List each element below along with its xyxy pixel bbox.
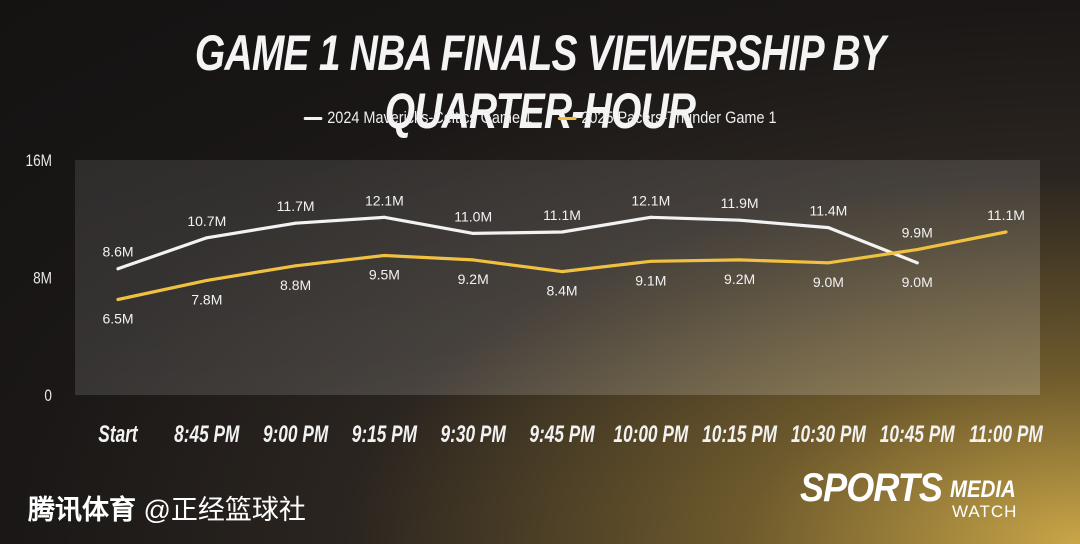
x-tick-label: 10:30 PM	[791, 421, 866, 447]
data-label: 11.4M	[809, 203, 847, 219]
data-point	[738, 258, 742, 262]
x-tick-label: 9:00 PM	[263, 421, 329, 447]
data-label: 9.0M	[902, 274, 933, 290]
data-point	[205, 236, 209, 240]
y-tick-label: 16M	[26, 152, 52, 171]
data-label: 9.2M	[724, 271, 755, 287]
data-point	[471, 231, 475, 235]
data-label: 8.6M	[102, 244, 133, 260]
x-tick-label: 9:15 PM	[352, 421, 418, 447]
data-label: 12.1M	[365, 192, 404, 208]
data-label: 9.0M	[813, 274, 844, 290]
data-point	[294, 221, 298, 225]
y-tick-label: 8M	[33, 269, 52, 288]
data-point	[915, 248, 919, 252]
data-label: 9.1M	[635, 272, 666, 288]
data-point	[560, 270, 564, 274]
logo-sports: SPORTS	[800, 466, 943, 510]
watermark: 腾讯体育 @正经篮球社	[28, 488, 306, 527]
data-label: 11.1M	[543, 207, 581, 223]
data-label: 11.0M	[454, 208, 492, 224]
chart-legend: 2024 Mavericks-Celtics Game 1 2025 Pacer…	[81, 108, 999, 128]
data-point	[116, 298, 120, 302]
legend-swatch-2024	[303, 116, 323, 120]
logo-media: MEDIA	[950, 476, 1016, 503]
data-point	[915, 261, 919, 265]
data-point	[382, 253, 386, 257]
sports-media-watch-logo: SPORTS MEDIA WATCH	[800, 466, 1040, 526]
data-point	[116, 267, 120, 271]
data-label: 9.2M	[458, 271, 489, 287]
data-label: 7.8M	[191, 291, 222, 307]
data-point	[294, 264, 298, 268]
data-point	[826, 226, 830, 230]
watermark-handle: @正经篮球社	[143, 495, 306, 525]
watermark-brand: 腾讯体育	[28, 495, 136, 525]
x-tick-label: 8:45 PM	[174, 421, 240, 447]
x-tick-label: 10:45 PM	[880, 421, 955, 447]
data-point	[205, 278, 209, 282]
data-label: 11.1M	[987, 207, 1025, 223]
data-label: 8.8M	[280, 277, 311, 293]
data-label: 6.5M	[102, 311, 133, 327]
series-line-2024	[116, 215, 919, 271]
x-tick-label: 11:00 PM	[969, 421, 1043, 447]
x-tick-label: 9:45 PM	[529, 421, 595, 447]
y-tick-label: 0	[44, 387, 52, 406]
data-point	[382, 215, 386, 219]
x-tick-label: 10:15 PM	[702, 421, 777, 447]
data-point	[1004, 230, 1008, 234]
data-label: 10.7M	[187, 213, 226, 229]
data-point	[560, 230, 564, 234]
data-label: 12.1M	[631, 192, 670, 208]
legend-label-2024: 2024 Mavericks-Celtics Game 1	[327, 108, 533, 127]
data-point	[649, 215, 653, 219]
data-label: 8.4M	[546, 283, 577, 299]
chart-title: GAME 1 NBA FINALS VIEWERSHIP BY QUARTER-…	[194, 25, 886, 139]
logo-watch: WATCH	[952, 502, 1018, 521]
legend-label-2025: 2025 Pacers-Thunder Game 1	[581, 108, 777, 127]
data-point	[649, 259, 653, 263]
legend-item-2024: 2024 Mavericks-Celtics Game 1	[303, 108, 532, 128]
data-point	[826, 261, 830, 265]
data-label: 9.9M	[902, 225, 933, 241]
legend-swatch-2025	[557, 116, 577, 120]
plot-area	[75, 160, 1040, 395]
data-label: 11.7M	[277, 198, 315, 214]
data-label: 11.9M	[721, 195, 759, 211]
x-tick-label: 10:00 PM	[613, 421, 688, 447]
x-tick-label: 9:30 PM	[441, 421, 507, 447]
data-point	[471, 258, 475, 262]
legend-item-2025: 2025 Pacers-Thunder Game 1	[557, 108, 777, 128]
data-point	[738, 218, 742, 222]
data-label: 9.5M	[369, 266, 400, 282]
x-tick-label: Start	[98, 421, 138, 447]
